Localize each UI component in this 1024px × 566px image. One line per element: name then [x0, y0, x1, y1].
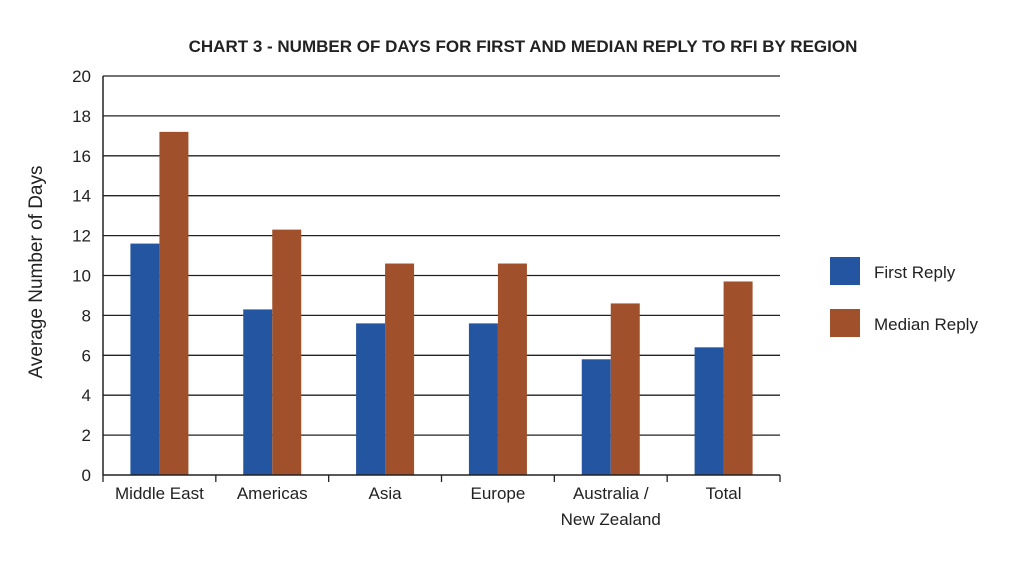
y-tick-label: 8 [82, 306, 91, 325]
y-tick-label: 20 [72, 67, 91, 86]
y-tick-label: 10 [72, 267, 91, 286]
bar-median-reply [159, 131, 189, 476]
legend-swatch [830, 257, 860, 285]
bar-first-reply [130, 243, 160, 475]
bar-median-reply [723, 281, 753, 475]
bar-first-reply [694, 347, 724, 475]
category-label: New Zealand [561, 510, 661, 529]
legend-swatch [830, 309, 860, 337]
y-tick-label: 12 [72, 227, 91, 246]
y-axis-label: Average Number of Days [26, 166, 47, 379]
bar-median-reply [497, 263, 527, 475]
gridlines [103, 75, 780, 436]
category-label: Asia [369, 484, 403, 503]
category-label: Australia / [573, 484, 649, 503]
category-label: Americas [237, 484, 308, 503]
bar-first-reply [243, 309, 273, 475]
y-tick-label: 0 [82, 466, 91, 485]
category-labels: Middle East Americas Asia Europe Australia /… [115, 484, 742, 529]
bar-first-reply [468, 323, 498, 475]
y-tick-label: 6 [82, 346, 91, 365]
legend-label: First Reply [874, 263, 956, 282]
category-label: Europe [471, 484, 526, 503]
category-label: Middle East [115, 484, 204, 503]
y-tick-label: 4 [82, 386, 91, 405]
y-tick-label: 16 [72, 147, 91, 166]
y-tick-label: 18 [72, 107, 91, 126]
chart-title: CHART 3 - NUMBER OF DAYS FOR FIRST AND M… [189, 37, 858, 56]
bar-median-reply [272, 229, 302, 475]
legend: First Reply Median Reply [830, 257, 978, 337]
bar-first-reply [581, 359, 611, 475]
category-label: Total [706, 484, 742, 503]
y-tick-label: 2 [82, 426, 91, 445]
bars [130, 131, 753, 476]
x-axis [102, 76, 781, 482]
legend-label: Median Reply [874, 315, 978, 334]
y-tick-labels: 0 2 4 6 8 10 12 14 16 18 20 [72, 67, 91, 485]
bar-median-reply [385, 263, 415, 475]
bar-first-reply [356, 323, 386, 475]
bar-median-reply [610, 303, 640, 475]
y-tick-label: 14 [72, 187, 91, 206]
